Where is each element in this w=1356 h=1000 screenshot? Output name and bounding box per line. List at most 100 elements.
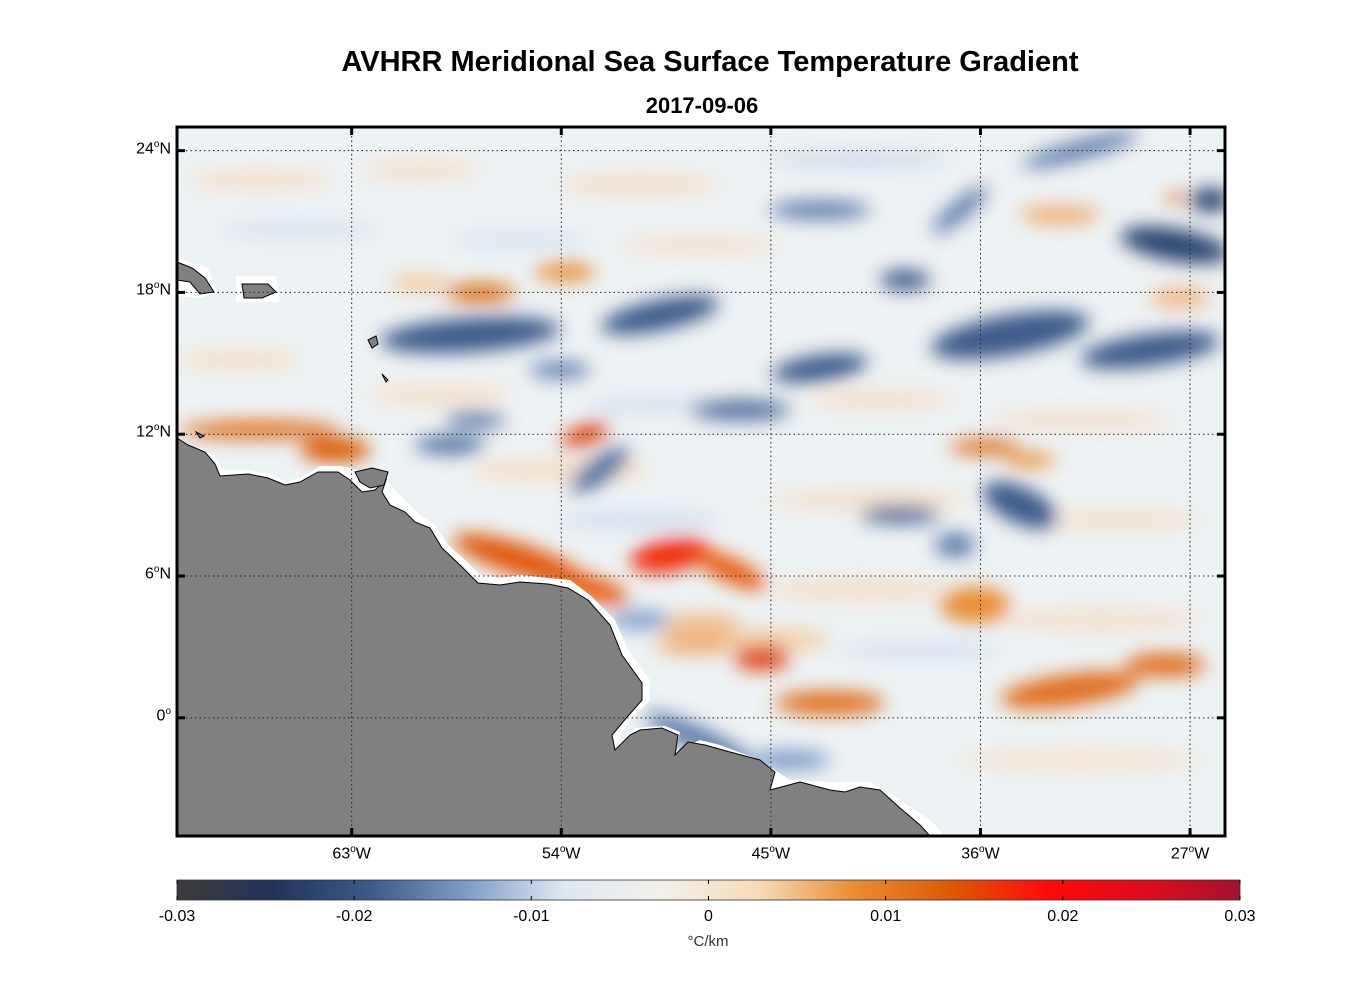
negative-band	[1190, 188, 1225, 212]
gradient-patch	[660, 613, 740, 637]
negative-band	[932, 186, 988, 234]
degree-symbol: o	[350, 844, 356, 855]
negative-band	[1120, 226, 1225, 264]
lon-label: 54oW	[521, 844, 601, 863]
colorbar-unit-label: °C/km	[687, 933, 729, 950]
positive-band	[655, 635, 735, 655]
gradient-patch	[840, 640, 1000, 660]
negative-band	[530, 362, 590, 378]
negative-band	[935, 533, 975, 557]
degree-symbol: o	[153, 138, 160, 150]
positive-band	[551, 571, 629, 605]
positive-band	[453, 533, 587, 587]
gradient-patch	[770, 150, 950, 170]
negative-band	[415, 436, 485, 454]
gradient-patch	[220, 221, 380, 239]
negative-band	[860, 506, 940, 524]
lat-label-direction: N	[159, 139, 171, 157]
lat-label-direction: N	[159, 565, 171, 583]
gradient-patch	[990, 410, 1170, 430]
positive-band	[300, 438, 370, 462]
negative-band	[982, 481, 1058, 529]
chart-subtitle: 2017-09-06	[645, 93, 759, 118]
lon-label: 27oW	[1150, 844, 1230, 863]
gradient-patch	[190, 170, 330, 190]
gradient-patch	[450, 231, 590, 249]
axis-ticks	[177, 127, 1225, 836]
lat-label-direction: N	[159, 423, 171, 441]
lon-label-direction: W	[774, 845, 791, 863]
colorbar-tick-label: -0.01	[513, 908, 550, 925]
gradient-patch	[180, 350, 300, 370]
gradient-patch	[370, 385, 510, 405]
lon-label-value: 27	[1170, 845, 1189, 863]
negative-band	[570, 447, 630, 493]
lon-label-direction: W	[1194, 845, 1210, 863]
degree-symbol: o	[153, 564, 160, 576]
colorbar-tick-label: 0.03	[1224, 908, 1256, 925]
negative-band	[931, 310, 1089, 360]
lat-label-value: 18	[136, 281, 154, 299]
positive-band	[693, 549, 767, 591]
gradient-patch	[1040, 510, 1200, 530]
lon-label-direction: W	[984, 845, 1000, 863]
negative-band	[690, 400, 790, 420]
island-trinidad	[354, 467, 389, 489]
lon-label-value: 45	[751, 845, 770, 863]
positive-band	[1000, 671, 1140, 709]
negative-band	[380, 316, 560, 354]
gradient-patch	[770, 489, 970, 511]
gradient-patch	[810, 390, 950, 410]
positive-band	[445, 284, 515, 302]
degree-symbol: o	[769, 844, 775, 855]
positive-band	[1005, 453, 1055, 467]
degree-symbol: o	[979, 844, 985, 855]
lon-label-value: 36	[961, 845, 980, 863]
positive-band	[630, 536, 710, 574]
lon-label: 45oW	[731, 844, 811, 863]
map-frame	[175, 125, 1227, 838]
lat-label: 0o	[0, 706, 171, 725]
colorbar-tick-label: -0.03	[158, 908, 196, 925]
gradient-patch	[560, 173, 720, 197]
lon-label-direction: W	[565, 845, 581, 863]
south-america-landmass	[176, 437, 932, 837]
negative-band	[880, 270, 930, 290]
positive-band	[1020, 205, 1100, 225]
negative-band	[601, 295, 719, 335]
lat-label-direction: N	[159, 281, 171, 299]
land-layer	[176, 258, 945, 837]
negative-band	[770, 201, 870, 219]
lat-label: 6oN	[0, 564, 171, 583]
positive-band	[940, 587, 1010, 623]
island-puerto-rico	[241, 283, 277, 299]
lat-label-value: 12	[136, 423, 154, 441]
degree-symbol: o	[1188, 844, 1195, 855]
lat-label: 24oN	[0, 139, 171, 158]
colorbar-ticks	[176, 880, 1241, 900]
lat-label-value: 6	[144, 565, 154, 583]
positive-band	[734, 646, 790, 670]
colorbar-tick-label: -0.02	[335, 908, 373, 925]
lon-label: 63oW	[312, 844, 392, 863]
negative-band	[445, 412, 505, 428]
gradient-patch	[1000, 608, 1200, 632]
negative-band	[1021, 132, 1139, 168]
degree-symbol: o	[559, 844, 566, 855]
lon-label-value: 63	[332, 845, 351, 863]
positive-band	[390, 275, 450, 291]
negative-band	[1080, 331, 1220, 369]
colorbar-tick-label: 0	[704, 908, 713, 925]
positive-band	[561, 422, 609, 448]
gradient-patch	[560, 508, 720, 532]
positive-band	[1150, 289, 1210, 307]
colorbar-tick-label: 0.02	[1047, 908, 1079, 925]
island-antilles	[367, 335, 379, 349]
degree-symbol: o	[153, 422, 160, 434]
gradient-patch	[620, 236, 780, 254]
lat-label: 12oN	[0, 422, 171, 441]
lon-label-value: 54	[542, 845, 560, 863]
degree-symbol: o	[153, 280, 160, 292]
negative-band	[610, 611, 670, 629]
